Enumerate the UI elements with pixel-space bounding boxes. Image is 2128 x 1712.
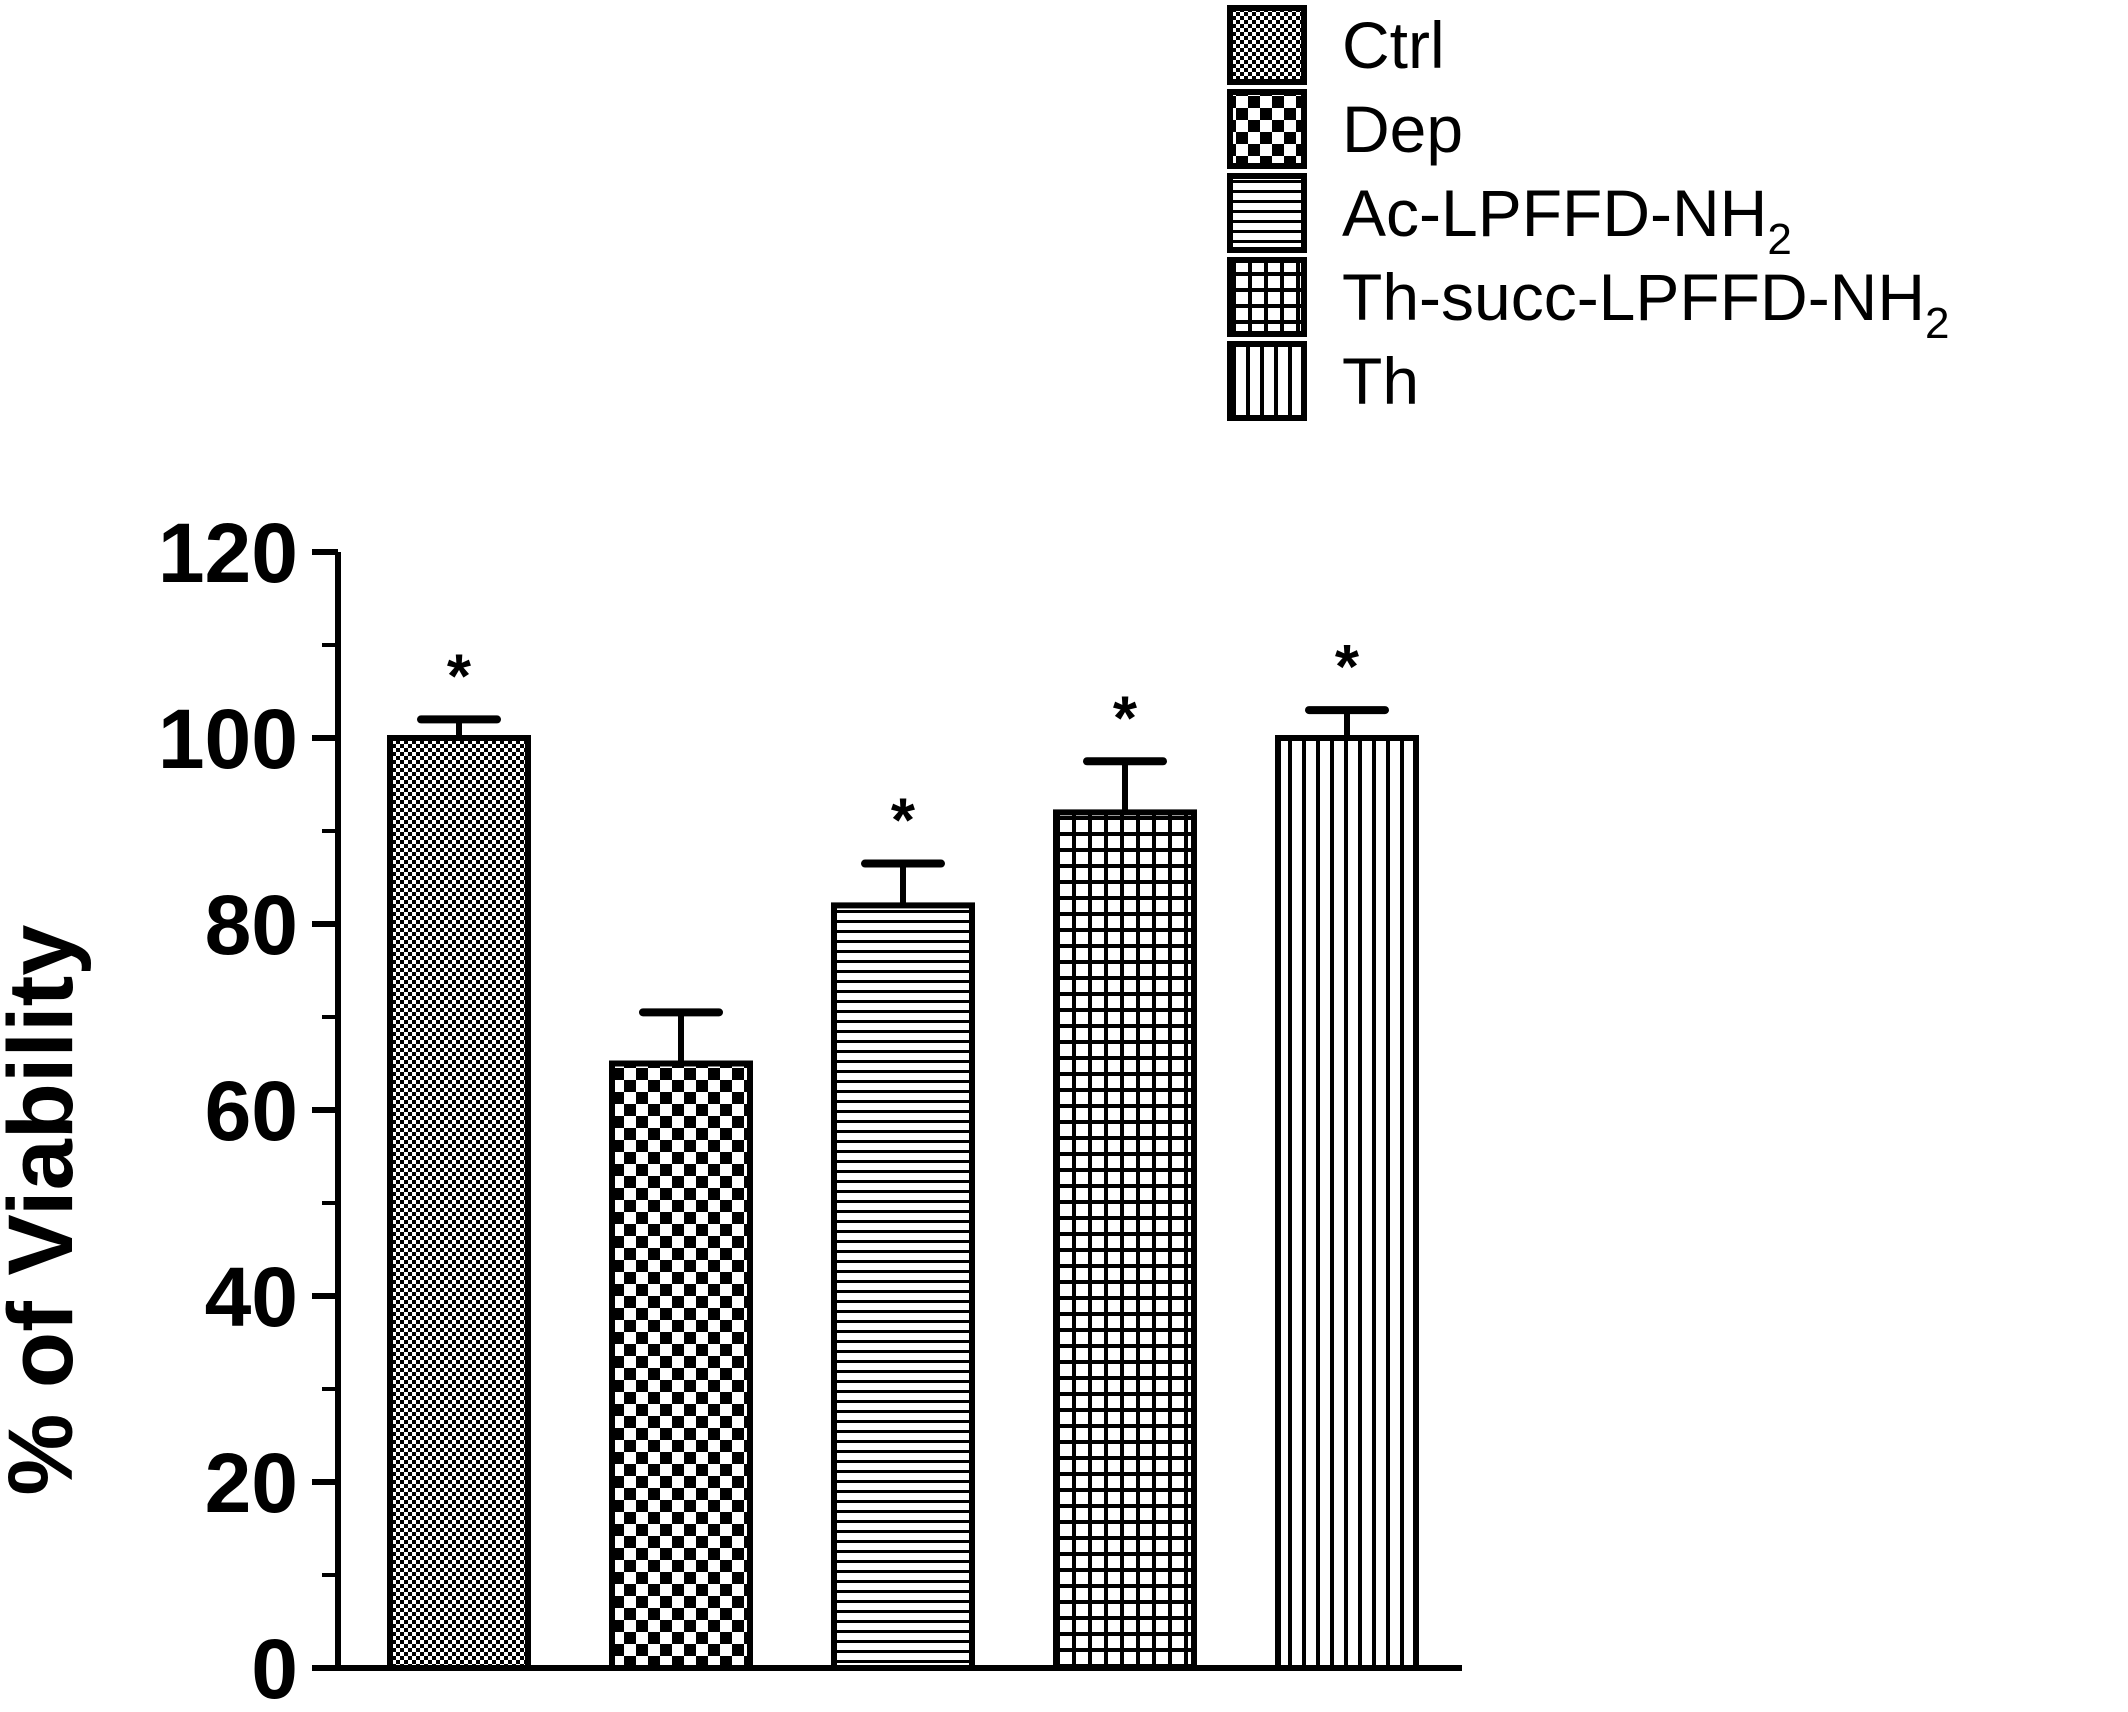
legend-label: Th-succ-LPFFD-NH2 xyxy=(1342,260,1950,348)
legend-label: Ac-LPFFD-NH2 xyxy=(1342,176,1792,264)
legend-swatch xyxy=(1227,173,1307,253)
legend-swatch xyxy=(1227,89,1307,169)
legend-swatch xyxy=(1227,341,1307,421)
y-tick-label: 60 xyxy=(205,1064,298,1158)
bar-dep xyxy=(609,1060,753,1671)
y-tick-label: 40 xyxy=(205,1250,298,1344)
legend-label: Th xyxy=(1342,344,1419,418)
y-tick-label: 120 xyxy=(158,506,298,600)
y-axis-title: % of Viability xyxy=(0,925,92,1496)
significance-mark: * xyxy=(1113,684,1138,753)
legend-label: Ctrl xyxy=(1342,8,1445,82)
significance-mark: * xyxy=(1335,633,1360,702)
bar-ctrl xyxy=(387,735,531,1671)
legend-label: Dep xyxy=(1342,92,1463,166)
legend-swatch xyxy=(1227,257,1307,337)
y-tick-label: 100 xyxy=(158,692,298,786)
legend-swatch xyxy=(1227,5,1307,85)
bar-th-succ-lpffd-nh xyxy=(1053,809,1197,1671)
y-ticks: 0 20 40 60 80 100 120 xyxy=(158,506,338,1712)
bar-ac-lpffd-nh xyxy=(831,902,975,1671)
bar-th xyxy=(1275,735,1419,1671)
significance-mark: * xyxy=(891,787,916,856)
y-tick-label: 80 xyxy=(205,878,298,972)
y-tick-label: 20 xyxy=(205,1436,298,1530)
y-tick-label: 0 xyxy=(251,1622,298,1707)
significance-mark: * xyxy=(447,642,472,711)
bars: * * * * xyxy=(387,633,1419,1671)
